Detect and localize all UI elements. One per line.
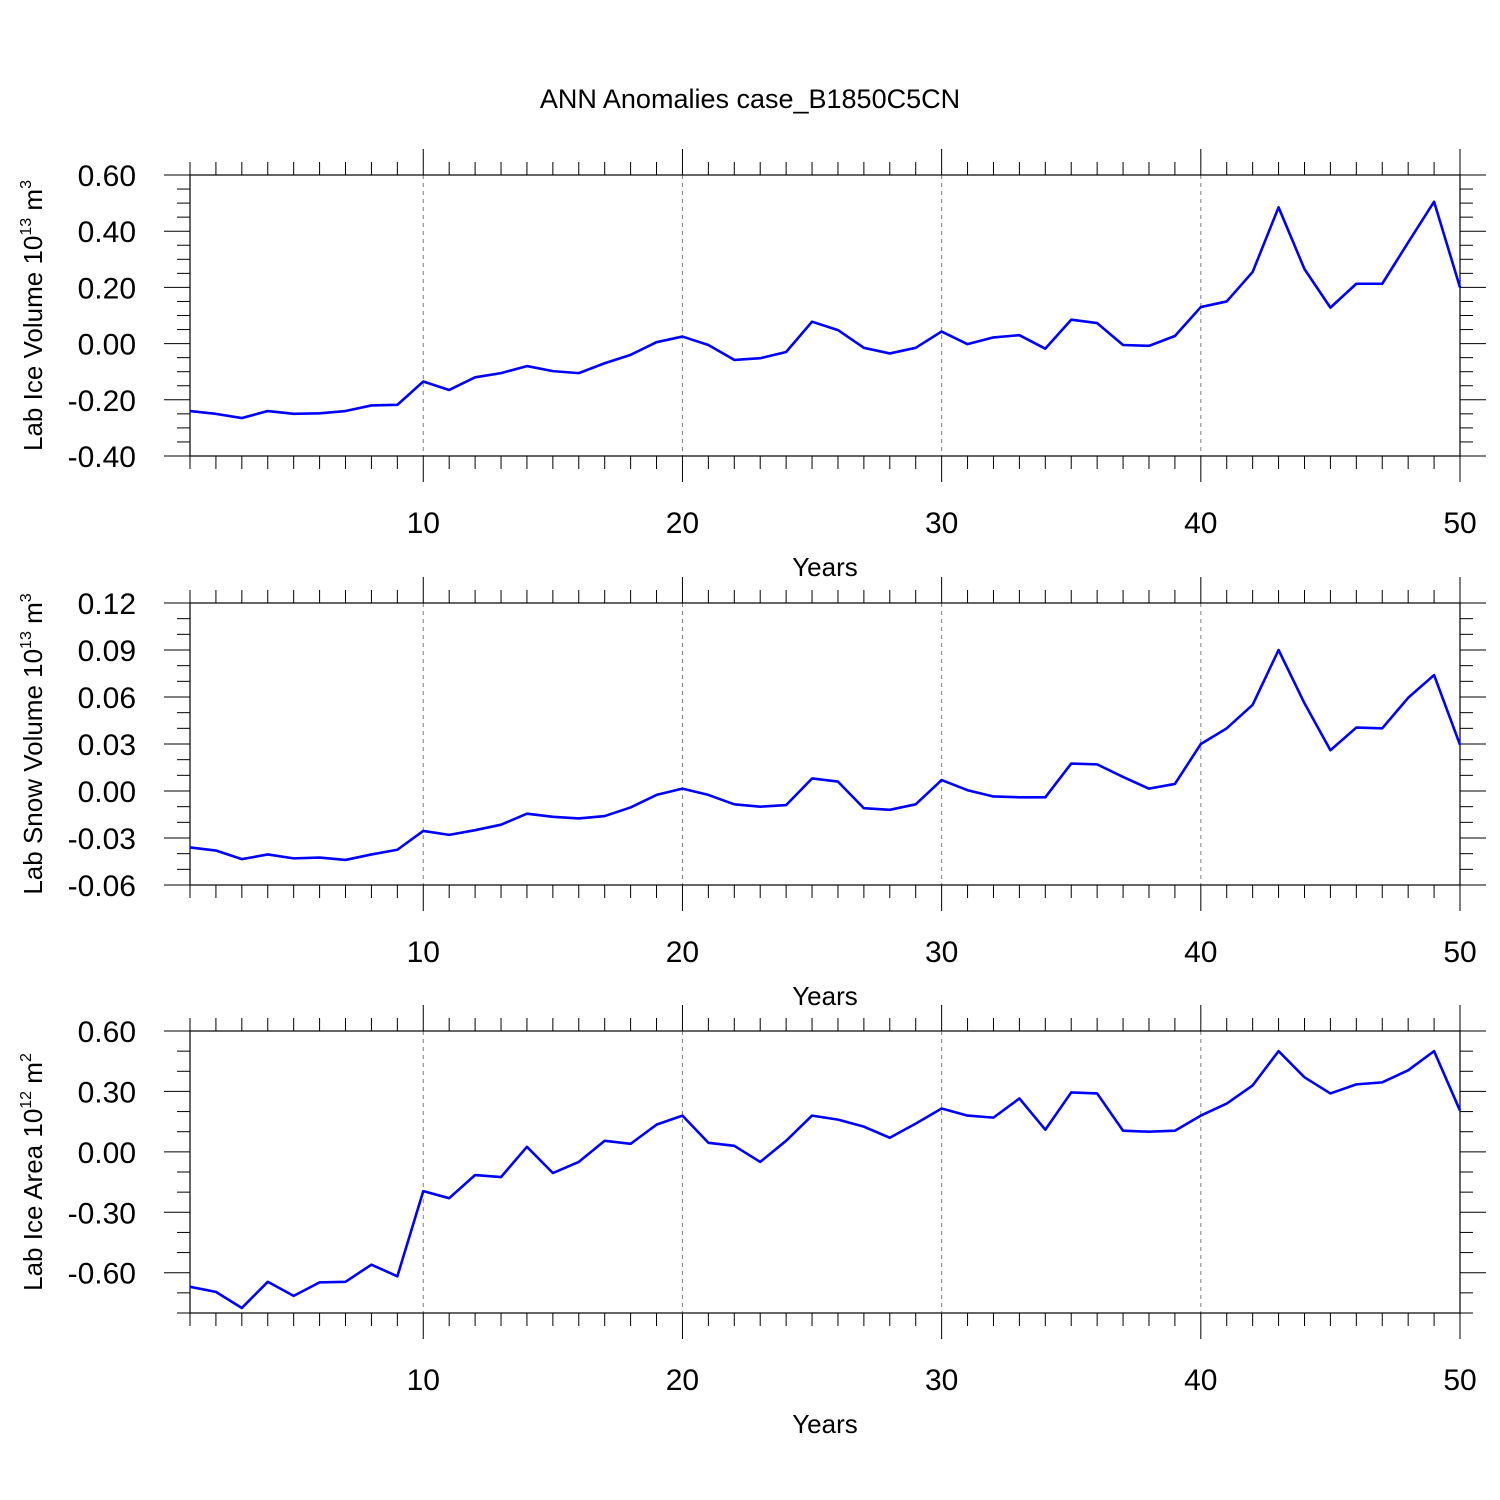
chart-panel-1-x-tick-label: 50 — [1443, 507, 1476, 540]
chart-panel-1-y-tick-label: 0.40 — [78, 216, 136, 249]
chart-panel-1-y-tick-label: -0.20 — [68, 385, 136, 418]
chart-panel-3-y-tick-label: -0.60 — [68, 1258, 136, 1291]
chart-panel-3-x-tick-label: 50 — [1443, 1364, 1476, 1397]
chart-panel-3-x-tick-label: 30 — [925, 1364, 958, 1397]
chart-panel-1-y-tick-label: 0.00 — [78, 329, 136, 362]
chart-panel-2-y-tick-label: 0.12 — [78, 588, 136, 621]
chart-panel-3-y-axis-label-unit: m — [18, 1062, 48, 1091]
chart-panel-1-y-axis-label-exponent: 13 — [18, 218, 35, 236]
chart-panel-2-x-tick-label: 40 — [1184, 936, 1217, 969]
chart-panel-3-x-tick-label: 40 — [1184, 1364, 1217, 1397]
chart-panel-3-x-tick-label: 10 — [407, 1364, 440, 1397]
chart-panel-2-y-tick-label: 0.03 — [78, 729, 136, 762]
chart-panel-1-y-axis-label-unit-exponent: 3 — [18, 180, 35, 189]
chart-panel-2-y-tick-label: -0.06 — [68, 870, 136, 903]
chart-panel-2-series-line-1 — [189, 648, 1462, 862]
chart-panel-2-y-axis-label-unit-exponent: 3 — [18, 593, 35, 602]
chart-panel-3-x-tick-label: 20 — [666, 1364, 699, 1397]
chart-panel-1-x-tick-label: 30 — [925, 507, 958, 540]
chart-panel-1-x-tick-label: 20 — [666, 507, 699, 540]
chart-panel-2-y-axis-label-exponent: 13 — [18, 631, 35, 649]
chart-panel-3-y-tick-label: 0.60 — [78, 1016, 136, 1049]
chart-panel-3-x-axis-label: Years — [792, 1409, 858, 1439]
chart-panel-3-y-axis-label: Lab Ice Area 1012 m2 — [18, 1053, 48, 1291]
page-title: ANN Anomalies case_B1850C5CN — [539, 84, 961, 114]
chart-panel-2-y-tick-label: 0.09 — [78, 635, 136, 668]
chart-panel-2-x-tick-label: 10 — [407, 936, 440, 969]
chart-panel-2-x-tick-label: 50 — [1443, 936, 1476, 969]
chart-panel-3-y-tick-label: 0.30 — [78, 1076, 136, 1109]
chart-panel-1-series-line-1 — [189, 200, 1462, 420]
chart-panel-2-y-axis-label: Lab Snow Volume 1013 m3 — [18, 593, 48, 894]
chart-panel-2-y-axis-label-unit: m — [18, 602, 48, 631]
chart-panel-3-y-axis-label-unit-exponent: 2 — [18, 1053, 35, 1062]
chart-panel-2: -0.06 -0.03 0.00 0.03 0.06 0.09 0.12 10 20 30 40 50… — [18, 577, 1486, 1011]
chart-panel-1-y-tick-label: 0.20 — [78, 272, 136, 305]
chart-panel-1: -0.40 -0.20 0.00 0.20 0.40 0.60 10 20 30 40 50 Year… — [18, 149, 1486, 582]
chart-panel-3-y-axis-label-main: Lab Ice Area 10 — [18, 1109, 48, 1291]
chart-panel-3-y-tick-label: 0.00 — [78, 1137, 136, 1170]
chart-panel-1-y-axis-label-unit: m — [18, 189, 48, 218]
chart-panel-2-y-tick-label: -0.03 — [68, 823, 136, 856]
chart-panel-2-y-axis-label-main: Lab Snow Volume 10 — [18, 649, 48, 895]
chart-panel-1-y-tick-label: 0.60 — [78, 160, 136, 193]
chart-panel-3-y-axis-label-exponent: 12 — [18, 1091, 35, 1109]
chart-panel-1-x-tick-label: 10 — [407, 507, 440, 540]
chart-panel-2-y-tick-label: 0.06 — [78, 682, 136, 715]
chart-panel-3: -0.60 -0.30 0.00 0.30 0.60 10 20 30 40 50 Years Lab… — [18, 1005, 1486, 1439]
chart-panel-1-x-axis-label: Years — [792, 552, 858, 582]
chart-panel-1-y-axis-label-main: Lab Ice Volume 10 — [18, 236, 48, 451]
chart-panel-1-y-tick-label: -0.40 — [68, 441, 136, 474]
chart-panel-3-y-tick-label: -0.30 — [68, 1197, 136, 1230]
chart-panel-1-plot-frame — [189, 174, 1461, 457]
chart-panel-3-plot-frame — [189, 1030, 1461, 1314]
chart-panel-1-y-axis-label: Lab Ice Volume 1013 m3 — [18, 180, 48, 451]
chart-panel-2-x-axis-label: Years — [792, 981, 858, 1011]
chart-panel-2-y-tick-label: 0.00 — [78, 776, 136, 809]
chart-panel-2-plot-frame — [189, 602, 1461, 886]
chart-panel-3-series-line-1 — [189, 1049, 1462, 1310]
chart-panel-1-x-tick-label: 40 — [1184, 507, 1217, 540]
chart-panel-2-x-tick-label: 30 — [925, 936, 958, 969]
chart-panel-2-x-tick-label: 20 — [666, 936, 699, 969]
